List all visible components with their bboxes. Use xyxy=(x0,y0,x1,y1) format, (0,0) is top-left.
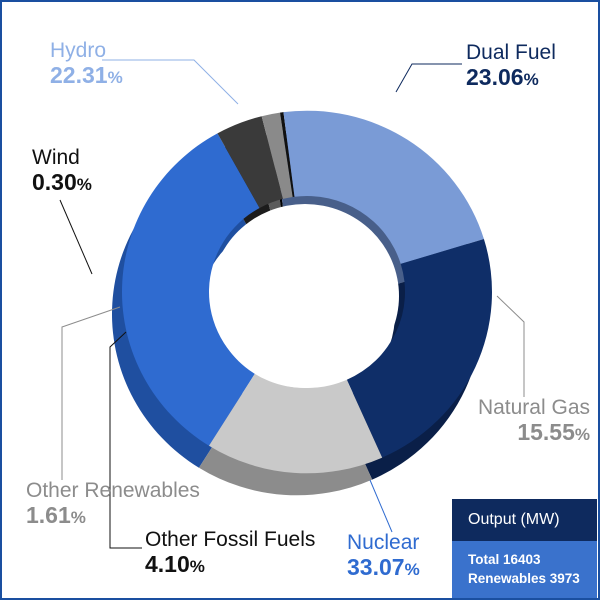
leader-line-natural-gas xyxy=(496,295,525,397)
output-box: Output (MW) Total 16403 Renewables 3973 xyxy=(452,499,597,598)
label-wind-unit: % xyxy=(76,174,92,194)
label-hydro: Hydro 22.31% xyxy=(50,39,123,88)
label-dual-fuel-unit: % xyxy=(523,69,539,89)
label-nuclear-value: 33.07 xyxy=(347,553,405,580)
output-total: Total 16403 xyxy=(468,552,541,568)
slice-other-renewables xyxy=(261,112,293,199)
label-natural-gas-unit: % xyxy=(574,424,590,444)
label-natural-gas: Natural Gas 15.55% xyxy=(472,396,590,445)
label-nuclear-name: Nuclear xyxy=(347,531,420,554)
output-renewables: Renewables 3973 xyxy=(468,570,580,586)
slice-other-fossil-fuels xyxy=(217,116,283,208)
label-natural-gas-name: Natural Gas xyxy=(477,396,590,419)
label-other-fossil-fuels-value: 4.10 xyxy=(145,550,190,577)
label-other-renewables-value: 1.61 xyxy=(26,501,71,528)
label-other-renewables: Other Renewables 1.61% xyxy=(26,479,200,528)
slice-nuclear xyxy=(121,133,260,446)
slice-dual-fuel xyxy=(346,239,492,458)
leader-line-hydro xyxy=(102,59,239,105)
label-wind-name: Wind xyxy=(32,146,80,169)
label-wind-value: 0.30 xyxy=(32,168,77,195)
label-hydro-name: Hydro xyxy=(50,39,107,62)
label-other-renewables-name: Other Renewables xyxy=(26,479,200,502)
slice-natural-gas xyxy=(208,373,383,474)
slice-wind xyxy=(280,112,295,197)
label-dual-fuel: Dual Fuel 23.06% xyxy=(466,41,556,90)
label-other-fossil-fuels-name: Other Fossil Fuels xyxy=(145,528,316,551)
label-natural-gas-value: 15.55 xyxy=(517,418,575,445)
slice-hydro xyxy=(283,110,484,264)
label-dual-fuel-value: 23.06 xyxy=(466,63,524,90)
label-other-fossil-fuels: Other Fossil Fuels 4.10% xyxy=(145,528,316,577)
label-other-renewables-unit: % xyxy=(70,507,86,527)
output-box-body: Total 16403 Renewables 3973 xyxy=(452,541,597,598)
label-hydro-value: 22.31 xyxy=(50,61,108,88)
leader-line-other-fossil-fuels xyxy=(109,331,142,549)
leader-line-other-renewables xyxy=(61,306,121,480)
label-dual-fuel-name: Dual Fuel xyxy=(466,41,556,64)
leader-line-wind xyxy=(59,199,93,275)
leader-line-nuclear xyxy=(369,479,393,533)
label-nuclear-unit: % xyxy=(404,559,420,579)
label-hydro-unit: % xyxy=(107,67,123,87)
donut-hole xyxy=(211,203,399,389)
label-other-fossil-fuels-unit: % xyxy=(189,556,205,576)
output-box-title: Output (MW) xyxy=(452,499,597,541)
label-wind: Wind 0.30% xyxy=(32,146,92,195)
leader-line-dual-fuel xyxy=(395,63,462,93)
label-nuclear: Nuclear 33.07% xyxy=(347,531,420,580)
